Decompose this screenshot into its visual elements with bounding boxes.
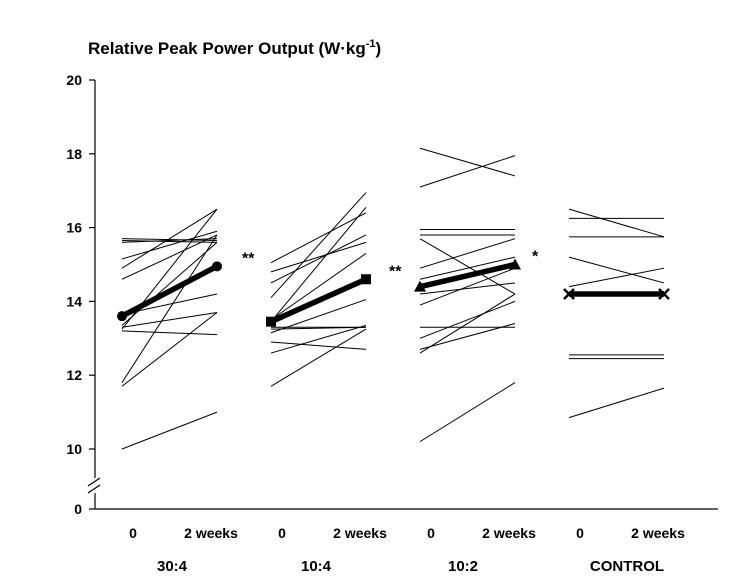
- x-tick-label: 2 weeks: [184, 525, 238, 541]
- individual-line: [121, 238, 218, 242]
- y-tick-label: 20: [66, 72, 82, 88]
- mean-line: [120, 263, 219, 319]
- individual-line: [121, 312, 218, 387]
- x-tick-label: 2 weeks: [631, 525, 685, 541]
- x-tick-label: 2 weeks: [333, 525, 387, 541]
- individual-line: [121, 330, 218, 336]
- individual-line: [568, 267, 665, 288]
- individual-line: [419, 238, 516, 269]
- individual-line: [121, 311, 218, 328]
- mean-marker-circle: [117, 311, 127, 322]
- significance-label: **: [242, 250, 255, 267]
- axis-break-mark: [87, 484, 101, 494]
- x-tick-label: 0: [129, 525, 137, 541]
- x-tick-label: 2 weeks: [482, 525, 536, 541]
- mean-marker-triangle: [509, 258, 521, 270]
- individual-line: [270, 212, 367, 264]
- individual-line: [270, 253, 367, 321]
- individual-line: [121, 411, 218, 450]
- chart-title-main: Relative Peak Power Output (W·kg: [88, 39, 366, 58]
- chart-title-close: ): [376, 39, 382, 58]
- individual-line: [419, 323, 516, 350]
- mean-marker-x: [658, 288, 670, 300]
- individual-line: [568, 256, 665, 284]
- mean-line: [269, 276, 368, 325]
- x-tick-label: 0: [576, 525, 584, 541]
- y-tick-label: 12: [66, 367, 82, 383]
- individual-line: [419, 155, 516, 188]
- significance-label: **: [389, 263, 402, 280]
- individual-line: [270, 192, 367, 299]
- individual-line: [270, 341, 367, 350]
- individual-line: [568, 208, 665, 238]
- individual-line: [419, 267, 516, 306]
- individual-line: [121, 241, 218, 326]
- y-tick-label: 16: [66, 220, 82, 236]
- y-axis: 20 18 16 14 12 10 0: [66, 72, 101, 517]
- axis-break-mark: [87, 477, 101, 487]
- y-tick-label: 14: [66, 293, 82, 309]
- individual-line: [270, 324, 367, 354]
- individual-line: [121, 234, 218, 383]
- group-label: 10:2: [448, 558, 478, 575]
- group-label: CONTROL: [590, 558, 664, 575]
- individual-line: [270, 328, 367, 387]
- series-layer: [120, 147, 665, 450]
- individual-line: [419, 282, 516, 295]
- individual-line: [270, 234, 367, 284]
- mean-marker-triangle: [414, 280, 426, 292]
- group-label: 10:4: [301, 558, 332, 575]
- individual-line: [121, 238, 218, 243]
- mean-marker-circle: [212, 261, 222, 272]
- individual-line: [270, 241, 367, 273]
- mean-marker-square: [266, 316, 276, 327]
- individual-line: [419, 293, 516, 354]
- mean-line: [419, 261, 516, 290]
- individual-line: [121, 230, 218, 260]
- chart-title: Relative Peak Power Output (W·kg-1): [88, 38, 381, 58]
- y-tick-label: 10: [66, 441, 82, 457]
- group-label: 30:4: [157, 558, 188, 575]
- individual-line: [270, 299, 367, 334]
- individual-line: [419, 256, 516, 280]
- x-tick-label: 0: [427, 525, 435, 541]
- individual-line: [121, 208, 218, 269]
- x-axis: 0 2 weeks 30:4 0 2 weeks 10:4 0 2 weeks 10:2 0 2 w…: [95, 508, 718, 575]
- individual-line: [419, 147, 516, 177]
- individual-line: [270, 326, 367, 330]
- significance-label: *: [532, 249, 539, 266]
- mean-marker-x: [563, 288, 575, 300]
- individual-line: [419, 300, 516, 339]
- chart-title-superscript: -1: [366, 38, 376, 50]
- y-tick-label: 0: [74, 501, 82, 517]
- markers-layer: *****: [117, 249, 670, 327]
- individual-line: [121, 234, 218, 280]
- x-tick-label: 0: [278, 525, 286, 541]
- individual-line: [568, 387, 665, 419]
- mean-marker-square: [361, 274, 371, 285]
- individual-line: [419, 382, 516, 443]
- y-tick-label: 18: [66, 146, 82, 162]
- individual-line: [270, 206, 367, 323]
